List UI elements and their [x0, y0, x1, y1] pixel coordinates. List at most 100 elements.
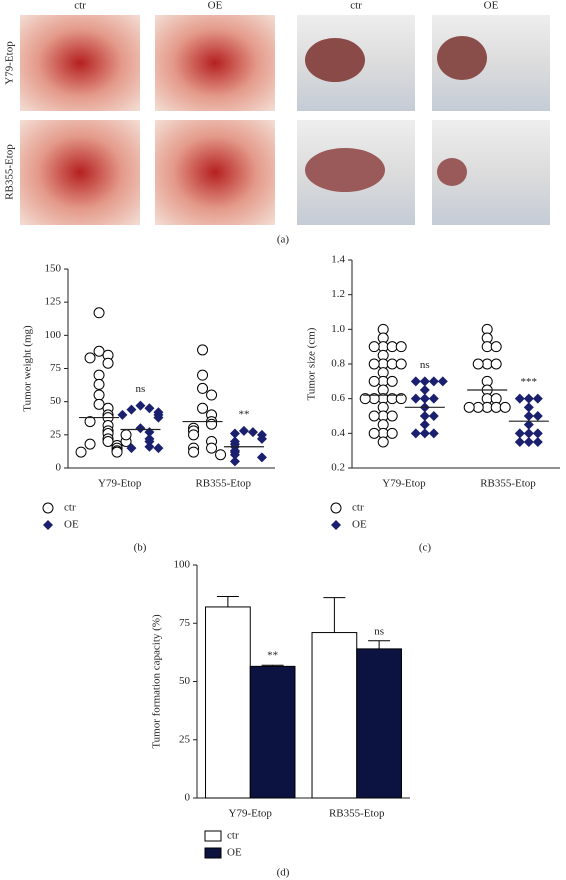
y-tick-label: 0.2 [331, 462, 345, 474]
bar [311, 632, 358, 799]
circle-point [368, 375, 380, 387]
circle-point [197, 369, 209, 381]
diamond-point [419, 393, 430, 404]
circle-point [330, 502, 342, 514]
y-tick-label: 50 [50, 395, 62, 407]
diamond-point [229, 456, 240, 467]
diamond-point [256, 433, 267, 444]
tumor [305, 148, 385, 192]
photo [155, 15, 275, 111]
legend-label: ctr [227, 830, 239, 842]
diamond-point [523, 428, 534, 439]
diamond-point [410, 393, 421, 404]
circle-point [188, 446, 200, 458]
circle-point [102, 435, 114, 447]
legend-swatch [204, 847, 222, 859]
circle-point [395, 393, 407, 405]
panel-label: (a) [277, 234, 290, 246]
diamond-point [532, 393, 543, 404]
circle-point [93, 389, 105, 401]
y-tick-label: 0 [185, 792, 191, 804]
diamond-point [247, 427, 258, 438]
photo [20, 120, 140, 225]
diamond-point [419, 411, 430, 421]
diamond-point [523, 411, 534, 421]
error-bar [216, 595, 239, 607]
diamond-point [428, 411, 439, 421]
circle-point [188, 429, 200, 441]
circle-point [120, 429, 132, 441]
x-tick-label: Y79-Etop [382, 478, 426, 490]
x-tick-label: RB355-Etop [480, 478, 536, 490]
y-tick-label: 25 [50, 428, 62, 440]
y-tick-label: 1.2 [331, 288, 345, 300]
circle-point [368, 427, 380, 439]
y-tick-label: 1.4 [331, 254, 345, 266]
circle-point [93, 398, 105, 410]
column-label: OE [484, 0, 499, 12]
row-label: Y79-Etop [4, 41, 16, 85]
circle-point [93, 345, 105, 357]
diamond-point [437, 376, 448, 387]
circle-point [368, 341, 380, 353]
circle-point [197, 344, 209, 356]
error-bar [323, 597, 346, 633]
circle-point [377, 436, 389, 448]
diamond-point [331, 520, 341, 530]
circle-point [197, 402, 209, 414]
y-tick-label: 75 [179, 617, 191, 629]
circle-point [42, 502, 54, 514]
circle-point [472, 358, 484, 370]
legend-label: ctr [64, 502, 76, 514]
circle-point [386, 427, 398, 439]
significance-label: ** [267, 650, 278, 662]
diamond-point [153, 412, 164, 423]
diamond-point [419, 385, 430, 395]
circle-point [386, 410, 398, 422]
diamond-point [532, 411, 543, 421]
diamond-point [523, 402, 534, 413]
x-tick-label: RB355-Etop [329, 808, 385, 820]
y-tick-label: 100 [45, 329, 62, 341]
circle-point [206, 389, 218, 401]
photo [155, 120, 275, 225]
y-tick-label: 125 [45, 296, 62, 308]
legend-label: OE [227, 847, 242, 859]
diamond-point [410, 376, 421, 387]
circle-point [463, 401, 475, 413]
diamond-point [428, 376, 439, 387]
diamond-point [144, 441, 155, 452]
legend-label: OE [352, 519, 367, 531]
diamond-point [419, 376, 430, 387]
legend-label: OE [64, 519, 79, 531]
circle-point [84, 438, 96, 450]
diamond-point [428, 428, 439, 439]
panel-label: (b) [134, 542, 147, 554]
diamond-point [514, 437, 525, 447]
x-tick-label: Y79-Etop [229, 808, 273, 820]
diamond-point [532, 428, 543, 439]
diamond-point [523, 419, 534, 430]
circle-point [368, 410, 380, 422]
circle-point [395, 341, 407, 353]
circle-point [75, 446, 87, 458]
diamond-point [126, 443, 137, 454]
bar [249, 665, 296, 799]
photos [20, 15, 550, 225]
y-axis-label: Tumor formation capacity (%) [151, 614, 163, 749]
column-label: OE [208, 0, 223, 12]
circle-point [395, 358, 407, 370]
diamond-point [419, 419, 430, 430]
y-tick-label: 0.4 [331, 427, 345, 439]
diamond-point [135, 423, 146, 434]
y-axis-label: Tumor weight (mg) [22, 325, 34, 412]
diamond-point [410, 428, 421, 439]
circle-point [197, 382, 209, 394]
y-tick-label: 75 [50, 362, 62, 374]
diamond-point [144, 436, 155, 447]
x-tick-label: RB355-Etop [195, 478, 251, 490]
diamond-point [144, 403, 155, 414]
diamond-point [135, 400, 146, 411]
tumor [437, 36, 487, 80]
